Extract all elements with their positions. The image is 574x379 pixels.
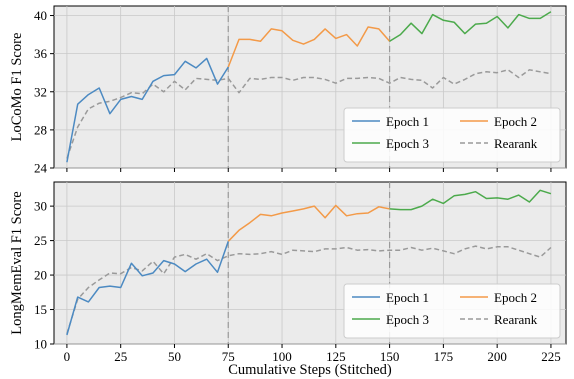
longmemeval-x-tick-label: 175 xyxy=(434,349,454,364)
longmemeval-x-ticks: 0 25 50 75 100 125 150 175 200 225 xyxy=(64,344,561,364)
longmemeval-legend-label: Epoch 2 xyxy=(494,290,537,305)
longmemeval-y-tick-label: 10 xyxy=(34,337,47,352)
longmemeval-x-tick-label: 225 xyxy=(541,349,561,364)
locomo-y-tick-label: 32 xyxy=(34,84,47,99)
longmemeval-legend: Epoch 1 Epoch 2 Epoch 3 Rearank xyxy=(344,284,560,338)
longmemeval-legend-label: Epoch 3 xyxy=(386,312,429,327)
longmemeval-x-tick-label: 0 xyxy=(64,349,71,364)
locomo-legend: Epoch 1 Epoch 2 Epoch 3 Rearank xyxy=(344,108,560,162)
locomo-y-tick-label: 36 xyxy=(34,46,48,61)
locomo-legend-label: Epoch 1 xyxy=(386,114,429,129)
longmemeval-y-tick-label: 20 xyxy=(34,268,47,283)
longmemeval-x-tick-label: 25 xyxy=(114,349,127,364)
x-axis-label: Cumulative Steps (Stitched) xyxy=(228,362,392,378)
longmemeval-y-axis-label: LongMemEval F1 Score xyxy=(9,191,25,334)
longmemeval-x-tick-label: 50 xyxy=(168,349,181,364)
longmemeval-y-ticks: 10 15 20 25 30 xyxy=(34,199,54,352)
longmemeval-x-tick-label: 200 xyxy=(487,349,507,364)
longmemeval-y-tick-label: 15 xyxy=(34,302,47,317)
locomo-y-axis-label: LoCoMo F1 Score xyxy=(9,33,25,142)
locomo-y-tick-label: 28 xyxy=(34,122,47,137)
locomo-legend-label: Epoch 3 xyxy=(386,136,429,151)
longmemeval-legend-label: Rearank xyxy=(494,312,538,327)
longmemeval-y-tick-label: 30 xyxy=(34,199,47,214)
locomo-legend-label: Rearank xyxy=(494,136,538,151)
locomo-x-ticks xyxy=(67,168,551,172)
locomo-y-ticks: 24 28 32 36 40 xyxy=(34,8,54,175)
locomo-y-tick-label: 40 xyxy=(34,8,47,23)
locomo-y-tick-label: 24 xyxy=(34,161,48,176)
longmemeval-y-tick-label: 25 xyxy=(34,233,47,248)
locomo-legend-label: Epoch 2 xyxy=(494,114,537,129)
longmemeval-legend-label: Epoch 1 xyxy=(386,290,429,305)
